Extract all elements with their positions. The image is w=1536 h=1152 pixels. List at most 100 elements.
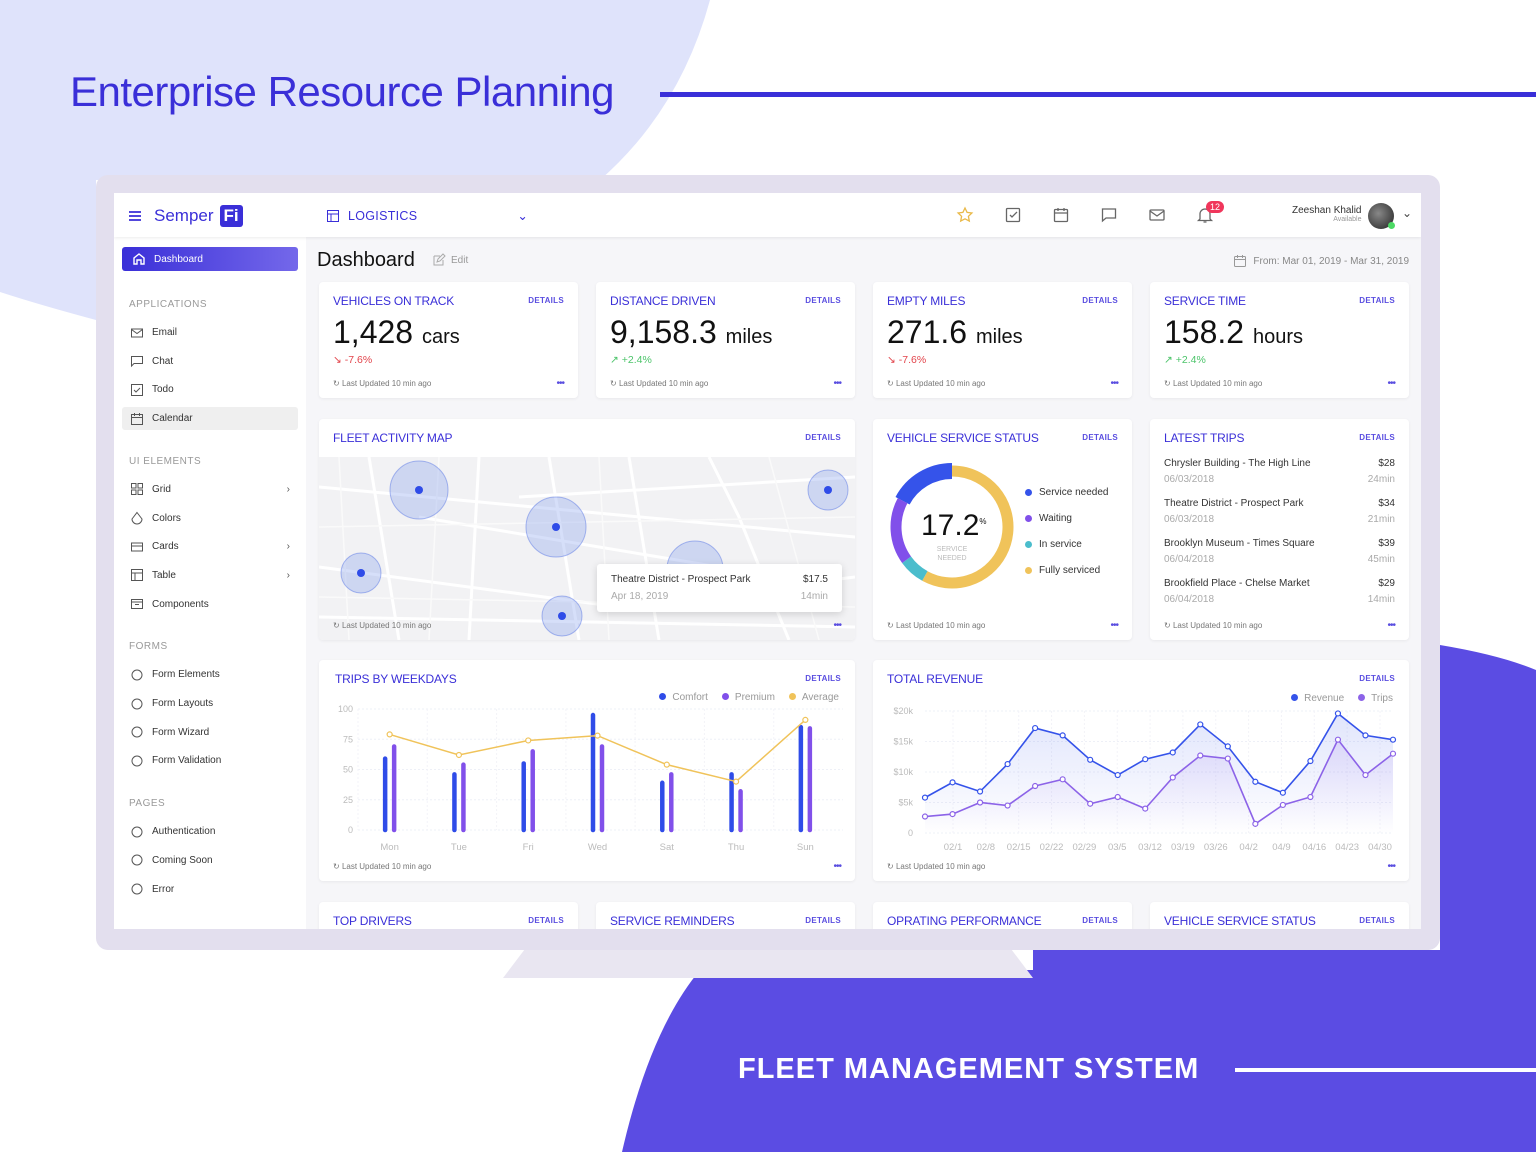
vehicle-marker[interactable]	[824, 486, 832, 494]
vehicle-marker[interactable]	[552, 523, 560, 531]
sidebar-item-components[interactable]: Components	[122, 593, 298, 616]
module-selector[interactable]: LOGISTICS ⌄	[326, 208, 528, 223]
point-revenue[interactable]	[1224, 743, 1231, 750]
todo-icon[interactable]	[1004, 206, 1022, 224]
details-link[interactable]: DETAILS	[528, 296, 564, 305]
point-trips[interactable]	[1224, 755, 1231, 762]
point-revenue[interactable]	[1334, 710, 1342, 717]
point-revenue[interactable]	[1197, 721, 1204, 728]
map-canvas[interactable]	[319, 457, 855, 640]
point-trips[interactable]	[976, 799, 984, 806]
date-range-picker[interactable]: From: Mar 01, 2019 - Mar 31, 2019	[1233, 254, 1409, 268]
more-options-button[interactable]: •••	[833, 620, 841, 631]
point-revenue[interactable]	[1114, 771, 1121, 779]
legend-item[interactable]: Premium	[721, 692, 775, 703]
details-link[interactable]: DETAILS	[805, 674, 841, 683]
point-revenue[interactable]	[949, 779, 956, 786]
bell-icon[interactable]: 12	[1196, 201, 1225, 224]
trip-list-item[interactable]: Brooklyn Museum - Times Square $39 06/04/…	[1164, 538, 1395, 565]
average-point[interactable]	[732, 778, 740, 785]
point-revenue[interactable]	[1279, 789, 1286, 796]
point-trips[interactable]	[1252, 820, 1259, 827]
point-trips[interactable]	[1334, 736, 1342, 743]
point-trips[interactable]	[1004, 802, 1011, 809]
more-options-button[interactable]: •••	[556, 378, 564, 389]
avatar[interactable]	[1368, 203, 1395, 229]
more-options-button[interactable]: •••	[1387, 861, 1395, 872]
average-point[interactable]	[455, 751, 463, 759]
details-link[interactable]: DETAILS	[805, 433, 841, 442]
more-options-button[interactable]: •••	[833, 378, 841, 389]
vehicle-marker[interactable]	[357, 569, 365, 577]
sidebar-item-form-layouts[interactable]: Form Layouts	[122, 692, 298, 715]
sidebar-item-dashboard[interactable]: Dashboard	[122, 247, 298, 271]
sidebar-item-form-wizard[interactable]: Form Wizard	[122, 721, 298, 744]
point-trips[interactable]	[1169, 774, 1176, 781]
trip-list-item[interactable]: Theatre District - Prospect Park $34 06/0…	[1164, 498, 1395, 525]
average-point[interactable]	[663, 761, 670, 768]
details-link[interactable]: DETAILS	[805, 296, 841, 305]
point-trips[interactable]	[1142, 805, 1149, 812]
more-options-button[interactable]: •••	[1387, 378, 1395, 389]
point-revenue[interactable]	[1362, 732, 1369, 739]
sidebar-item-grid[interactable]: Grid ›	[122, 478, 298, 501]
details-link[interactable]: DETAILS	[1359, 916, 1395, 925]
sidebar-item-authentication[interactable]: Authentication	[122, 820, 298, 843]
details-link[interactable]: DETAILS	[1082, 433, 1118, 442]
point-trips[interactable]	[1389, 750, 1397, 757]
sidebar-item-table[interactable]: Table ›	[122, 564, 298, 587]
average-point[interactable]	[594, 732, 601, 739]
details-link[interactable]: DETAILS	[805, 916, 841, 925]
sidebar-item-cards[interactable]: Cards ›	[122, 535, 298, 558]
edit-button[interactable]: Edit	[432, 253, 468, 267]
point-trips[interactable]	[1307, 793, 1314, 801]
legend-item[interactable]: Comfort	[659, 692, 708, 703]
sidebar-item-chat[interactable]: Chat	[122, 350, 298, 373]
details-link[interactable]: DETAILS	[1359, 674, 1395, 683]
sidebar-item-coming-soon[interactable]: Coming Soon	[122, 849, 298, 872]
point-trips[interactable]	[949, 810, 956, 818]
legend-item[interactable]: Trips	[1358, 693, 1393, 704]
details-link[interactable]: DETAILS	[1359, 433, 1395, 442]
sidebar-item-todo[interactable]: Todo	[122, 378, 298, 401]
legend-item[interactable]: Average	[788, 692, 839, 703]
point-revenue[interactable]	[1252, 778, 1259, 785]
hamburger-menu-icon[interactable]	[128, 209, 142, 223]
point-revenue[interactable]	[1004, 760, 1011, 768]
point-revenue[interactable]	[1087, 756, 1094, 763]
legend-item[interactable]: Revenue	[1291, 693, 1344, 704]
details-link[interactable]: DETAILS	[1082, 916, 1118, 925]
more-options-button[interactable]: •••	[1387, 620, 1395, 631]
sidebar-item-form-elements[interactable]: Form Elements	[122, 663, 298, 686]
point-revenue[interactable]	[976, 788, 984, 795]
sidebar-item-error[interactable]: Error	[122, 878, 298, 901]
more-options-button[interactable]: •••	[1110, 620, 1118, 631]
point-revenue[interactable]	[1032, 724, 1039, 732]
point-revenue[interactable]	[921, 794, 929, 801]
calendar-icon[interactable]	[1052, 206, 1070, 224]
donut-segment-fully-serviced[interactable]	[884, 459, 1020, 595]
sidebar-item-form-validation[interactable]: Form Validation	[122, 749, 298, 772]
brand[interactable]: Semper Fi	[128, 205, 243, 227]
user-info[interactable]: Zeeshan Khalid Available	[1292, 205, 1362, 223]
sidebar-item-calendar[interactable]: Calendar	[122, 407, 298, 431]
point-trips[interactable]	[1087, 800, 1094, 807]
point-trips[interactable]	[1279, 801, 1286, 809]
sidebar-item-colors[interactable]: Colors	[122, 507, 298, 530]
vehicle-marker[interactable]	[558, 612, 566, 620]
point-trips[interactable]	[1197, 752, 1204, 759]
point-revenue[interactable]	[1059, 732, 1066, 739]
average-point[interactable]	[525, 737, 532, 744]
point-revenue[interactable]	[1389, 736, 1397, 743]
details-link[interactable]: DETAILS	[1359, 296, 1395, 305]
mail-icon[interactable]	[1148, 206, 1166, 224]
point-trips[interactable]	[1032, 782, 1039, 790]
more-options-button[interactable]: •••	[833, 861, 841, 872]
trip-list-item[interactable]: Brookfield Place - Chelse Market $29 06/0…	[1164, 578, 1395, 605]
more-options-button[interactable]: •••	[1110, 378, 1118, 389]
point-revenue[interactable]	[1169, 749, 1176, 756]
star-icon[interactable]	[956, 206, 974, 224]
point-trips[interactable]	[1362, 771, 1369, 779]
details-link[interactable]: DETAILS	[528, 916, 564, 925]
trip-list-item[interactable]: Chrysler Building - The High Line $28 06/…	[1164, 458, 1395, 485]
